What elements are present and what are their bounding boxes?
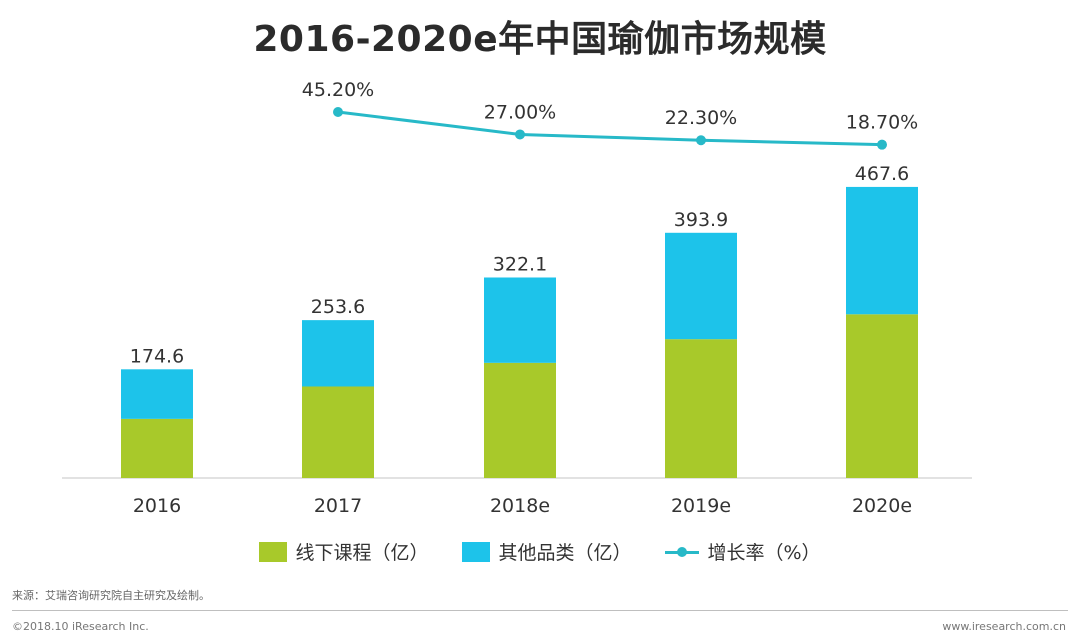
total-label-2020e: 467.6 xyxy=(855,163,909,185)
bar-offline-2016 xyxy=(121,418,193,478)
legend-label-growth-rate: 增长率（%） xyxy=(707,542,821,564)
bar-offline-2019e xyxy=(665,339,737,478)
legend-label-other-categories: 其他品类（亿） xyxy=(498,542,632,564)
x-tick-label-2018e: 2018e xyxy=(490,495,550,517)
bar-offline-2018e xyxy=(484,362,556,478)
legend-item-offline-courses: 线下课程（亿） xyxy=(259,538,428,565)
legend-label-offline-courses: 线下课程（亿） xyxy=(295,542,429,564)
growth-label-2020e: 18.70% xyxy=(846,112,918,134)
source-note: 来源：艾瑞咨询研究院自主研究及绘制。 xyxy=(12,589,210,602)
total-label-2016: 174.6 xyxy=(130,345,184,367)
legend-swatch-other-categories xyxy=(462,541,491,562)
legend-item-other-categories: 其他品类（亿） xyxy=(462,538,631,565)
footer-divider xyxy=(12,610,1068,611)
x-tick-label-2016: 2016 xyxy=(133,495,181,517)
growth-point-2019e xyxy=(696,135,706,146)
growth-point-2018e xyxy=(515,129,525,140)
growth-label-2017: 45.20% xyxy=(302,79,374,101)
growth-rate-line xyxy=(337,110,883,147)
x-tick-label-2017: 2017 xyxy=(314,495,362,517)
total-label-2017: 253.6 xyxy=(311,296,365,318)
bar-offline-2017 xyxy=(302,386,374,478)
bar-other-2016 xyxy=(121,369,193,419)
total-label-2018e: 322.1 xyxy=(493,253,547,275)
legend-swatch-offline-courses xyxy=(259,541,288,562)
legend: 线下课程（亿） 其他品类（亿） 增长率（%） xyxy=(0,538,1080,565)
growth-point-2017 xyxy=(333,107,343,117)
growth-point-2020e xyxy=(877,139,887,150)
bar-other-2017 xyxy=(302,320,374,387)
website-link[interactable]: www.iresearch.com.cn xyxy=(942,620,1066,633)
legend-swatch-growth-rate xyxy=(665,542,700,562)
bar-other-2020e xyxy=(846,186,918,315)
chart-title: 2016-2020e年中国瑜伽市场规模 xyxy=(253,19,827,60)
x-tick-label-2019e: 2019e xyxy=(671,495,731,517)
bar-other-2019e xyxy=(665,232,737,340)
growth-label-2018e: 27.00% xyxy=(484,101,556,123)
bar-offline-2020e xyxy=(846,314,918,478)
chart-canvas: 174.6 2016 253.6 2017 322.1 2018e 393.9 2019e 46… xyxy=(62,79,972,517)
bar-other-2018e xyxy=(484,277,556,363)
x-tick-label-2020e: 2020e xyxy=(852,495,912,517)
growth-label-2019e: 22.30% xyxy=(665,107,737,129)
total-label-2019e: 393.9 xyxy=(674,209,728,231)
legend-item-growth-rate: 增长率（%） xyxy=(665,538,821,565)
copyright-text: ©2018.10 iResearch Inc. xyxy=(12,620,149,633)
